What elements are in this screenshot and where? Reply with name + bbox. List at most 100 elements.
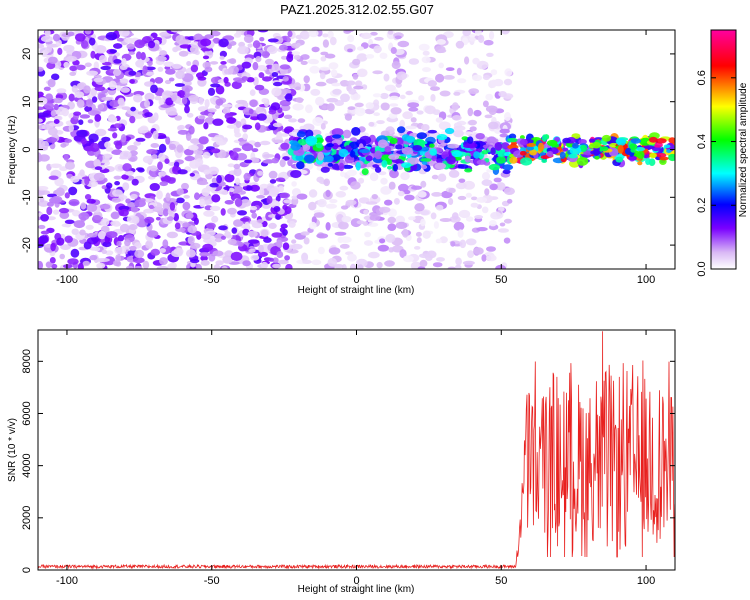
heatmap-cell [315, 137, 324, 144]
heatmap-cell [332, 134, 342, 139]
heatmap-cell [218, 225, 228, 231]
heatmap-cell [206, 222, 216, 229]
heatmap-cell [53, 209, 60, 215]
heatmap-cell [378, 206, 391, 213]
heatmap-cell [317, 246, 325, 255]
heatmap-cell [64, 192, 70, 199]
heatmap-cell [195, 263, 202, 269]
heatmap-cell [443, 75, 455, 80]
heatmap-cell [387, 223, 397, 231]
colorbar-tick-label: 0.6 [696, 70, 708, 85]
heatmap-cell [204, 34, 214, 39]
heatmap-cell [51, 73, 60, 81]
heatmap-cell [296, 193, 308, 200]
heatmap-cell [395, 221, 408, 229]
y-tick-label: -10 [21, 189, 33, 205]
heatmap-cell [242, 228, 250, 236]
heatmap-cell [451, 150, 463, 157]
heatmap-cell [203, 210, 215, 217]
heatmap-cell [114, 181, 120, 186]
heatmap-cell [308, 201, 317, 211]
heatmap-cell [293, 54, 301, 60]
heatmap-cell [389, 95, 399, 101]
heatmap-cell [285, 263, 293, 269]
heatmap-cell [427, 129, 437, 134]
heatmap-cell [86, 98, 93, 108]
heatmap-cell [286, 249, 299, 254]
heatmap-cell [491, 79, 497, 88]
heatmap-cell [507, 137, 518, 143]
heatmap-y-ticks: -20 -10 0 10 20 [21, 48, 675, 253]
heatmap-cell [168, 111, 178, 116]
heatmap-cell [166, 231, 179, 239]
heatmap-cell [369, 214, 381, 221]
heatmap-cell [262, 204, 271, 209]
heatmap-cell [407, 102, 420, 108]
heatmap-cell [343, 30, 355, 33]
heatmap-cell [215, 260, 224, 266]
heatmap-cell [190, 138, 201, 145]
heatmap-cell [101, 249, 108, 254]
heatmap-cell [271, 63, 280, 72]
heatmap-cell [45, 261, 53, 269]
heatmap-cell [436, 134, 448, 141]
heatmap-cell [220, 61, 227, 65]
heatmap-cell [48, 56, 58, 64]
heatmap-cell [300, 60, 308, 65]
heatmap-cell [185, 212, 194, 219]
heatmap-cell [58, 207, 70, 214]
heatmap-cell [108, 80, 117, 90]
heatmap-cell [164, 158, 170, 164]
heatmap-cell [450, 241, 456, 247]
heatmap-cell [133, 94, 143, 103]
heatmap-cell [150, 248, 161, 256]
heatmap-cell [339, 80, 350, 87]
heatmap-cell [105, 147, 114, 152]
heatmap-cell [338, 148, 349, 158]
heatmap-cell [362, 221, 369, 226]
heatmap-cell [135, 137, 146, 142]
heatmap-cell [321, 105, 327, 110]
heatmap-cell [218, 38, 229, 48]
heatmap-cell [320, 123, 326, 130]
heatmap-cell [47, 201, 54, 207]
y-tick-label: 0 [21, 567, 33, 573]
heatmap-cell [448, 187, 456, 194]
heatmap-cell [215, 98, 224, 106]
heatmap-cell [38, 66, 44, 72]
heatmap-cell [193, 217, 199, 225]
y-tick-label: 2000 [21, 506, 33, 530]
heatmap-cell [359, 149, 370, 154]
heatmap-cell [86, 198, 96, 204]
heatmap-cell [63, 44, 75, 52]
heatmap-cell [451, 115, 462, 121]
heatmap-cell [53, 119, 60, 124]
heatmap-cell [405, 90, 414, 96]
heatmap-cell [280, 223, 288, 229]
heatmap-cell [49, 257, 56, 264]
colorbar: 0.0 0.2 0.4 0.6 Normalized spectral amplitu… [696, 29, 749, 277]
x-tick-label: 100 [637, 575, 655, 587]
heatmap-cell [273, 206, 281, 212]
heatmap-cell [144, 81, 154, 87]
heatmap-cell [84, 105, 92, 112]
heatmap-cell [470, 202, 479, 208]
heatmap-cell [247, 43, 253, 48]
heatmap-cell [133, 114, 144, 119]
heatmap-cell [115, 141, 123, 150]
heatmap-cell [308, 189, 318, 198]
heatmap-cell [303, 154, 315, 163]
heatmap-cell [457, 195, 467, 201]
heatmap-cell [420, 164, 428, 170]
heatmap-cell [249, 220, 259, 226]
heatmap-cell [374, 166, 382, 173]
heatmap-cell [145, 240, 154, 249]
heatmap-cell [97, 258, 110, 262]
heatmap-cell [430, 86, 440, 91]
heatmap-cell [401, 162, 412, 169]
heatmap-cell [439, 218, 452, 222]
heatmap-cell [629, 143, 638, 150]
heatmap-cell [340, 93, 350, 103]
heatmap-cell [350, 218, 362, 228]
heatmap-cell [63, 61, 70, 68]
